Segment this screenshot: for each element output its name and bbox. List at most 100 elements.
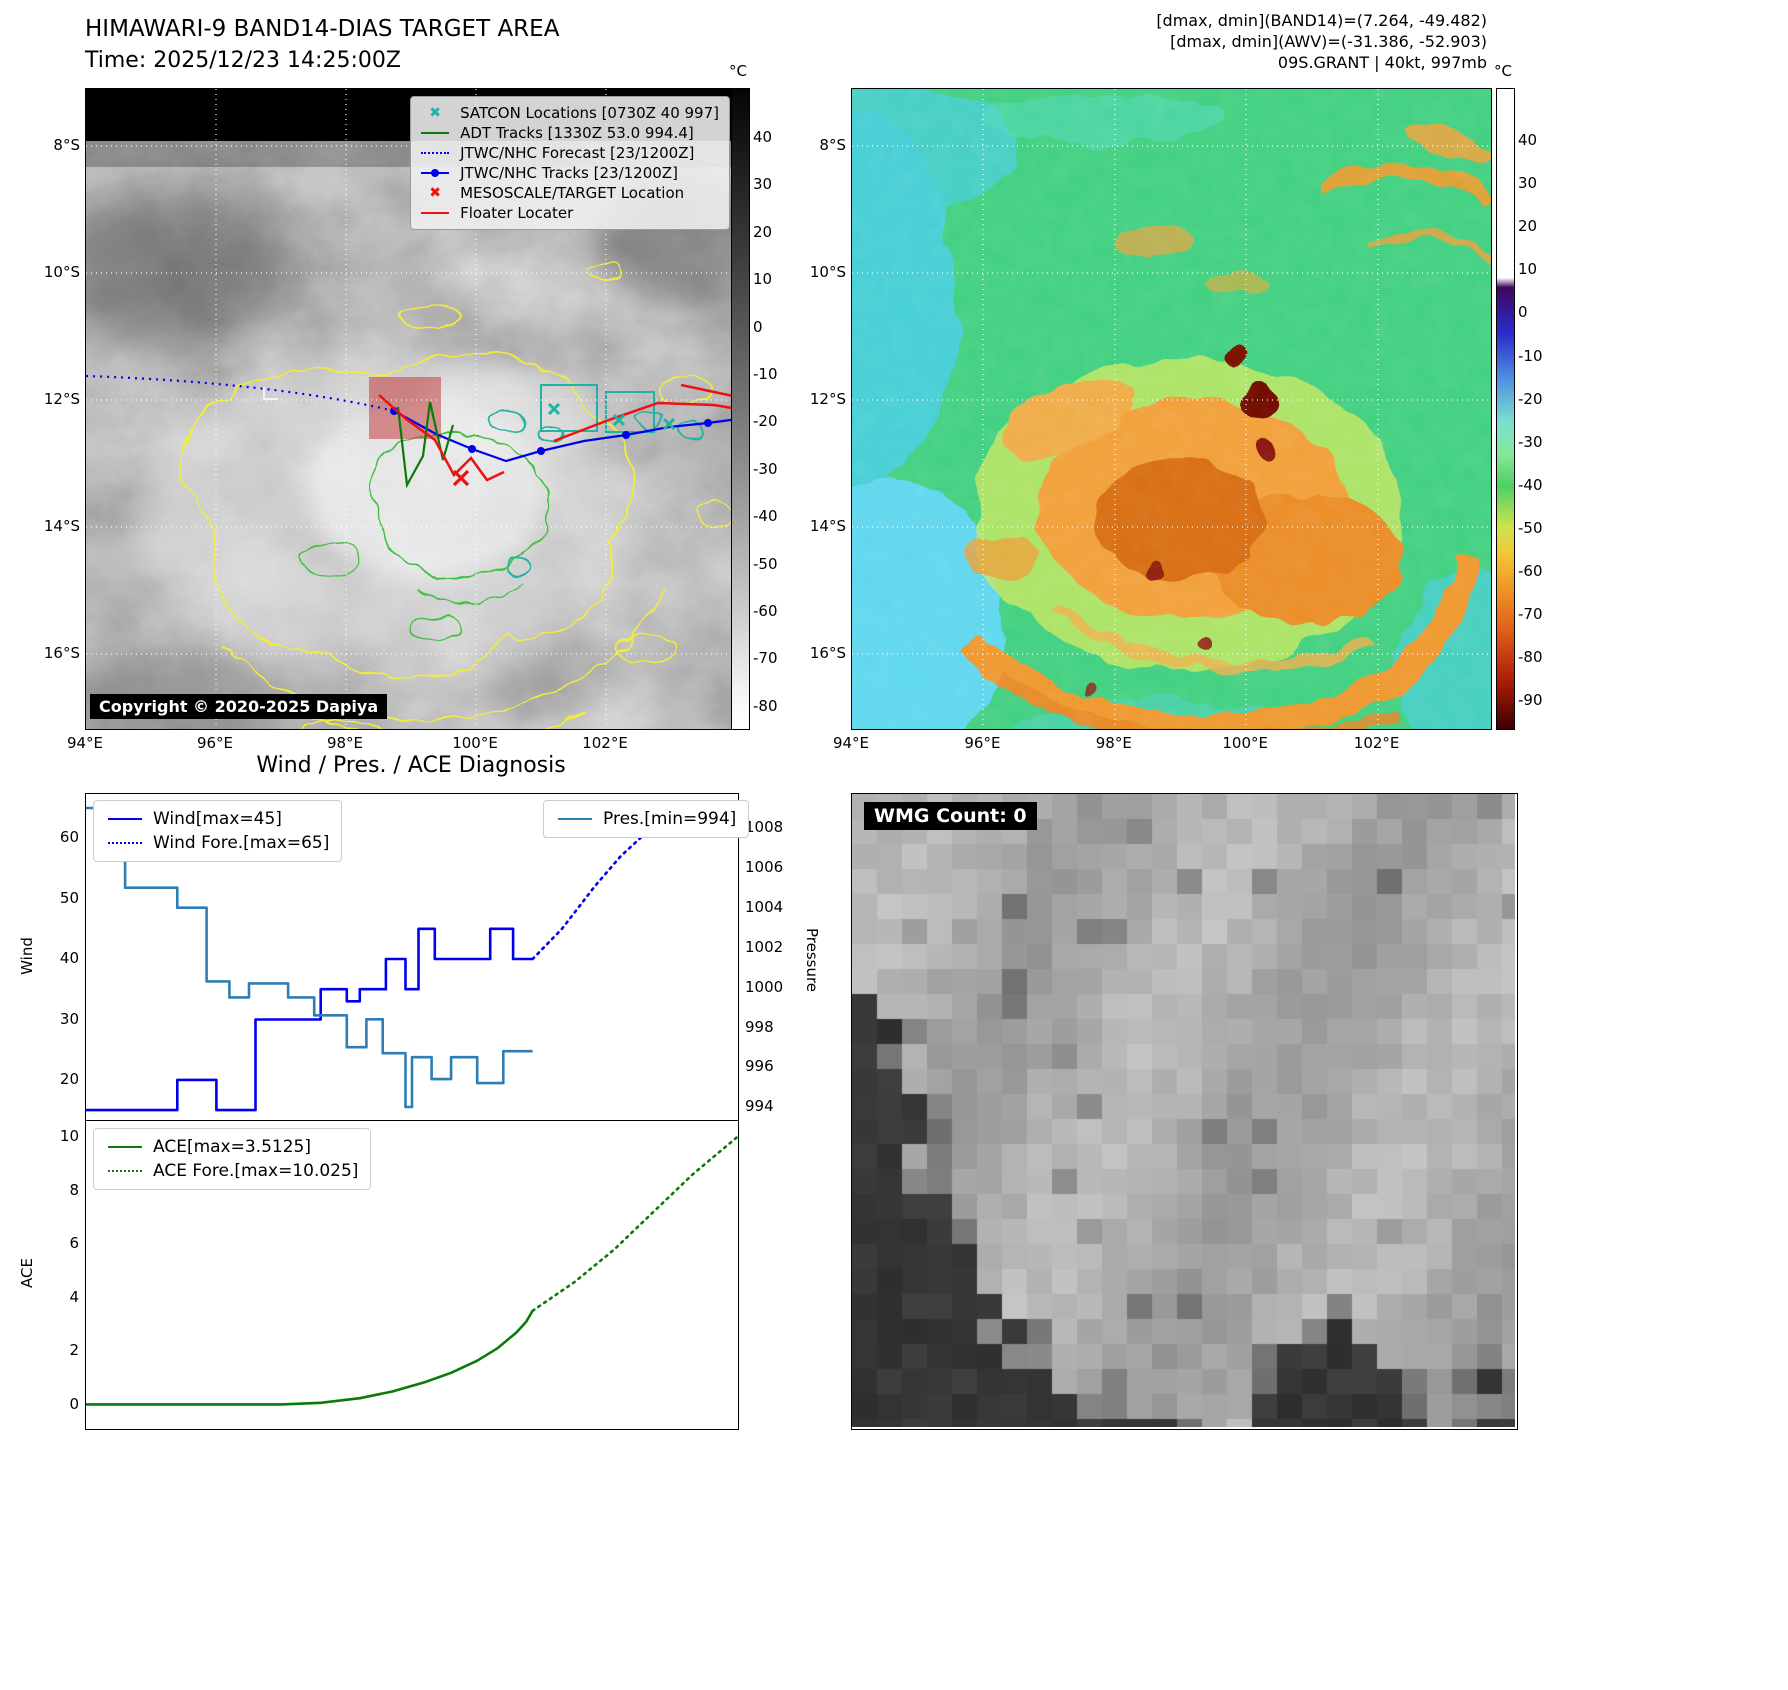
- tick-label: 4: [69, 1287, 79, 1306]
- legend-item-forecast: JTWC/NHC Forecast [23/1200Z]: [419, 143, 719, 163]
- tick-label: 100°E: [1222, 734, 1268, 752]
- legend-line-glyph: [558, 818, 592, 820]
- tick-label: 94°E: [66, 734, 104, 752]
- tick-label: -90: [1518, 691, 1543, 710]
- legend-dot-glyph: [431, 169, 440, 177]
- tick-label: 98°E: [1095, 734, 1132, 752]
- ace-legend: ACE[max=3.5125] ACE Fore.[max=10.025]: [93, 1128, 372, 1190]
- tick-label: 94°E: [832, 734, 870, 752]
- tick-label: 12°S: [809, 390, 846, 408]
- green-contours: [298, 432, 551, 642]
- legend-label: JTWC/NHC Forecast [23/1200Z]: [460, 144, 695, 162]
- tick-label: 0: [69, 1395, 79, 1413]
- tick-label: 50: [59, 888, 79, 907]
- tick-label: -30: [753, 459, 778, 478]
- wind-forecast-dotted-icon: [106, 835, 144, 851]
- ace-line-icon: [106, 1139, 144, 1155]
- legend-label: SATCON Locations [0730Z 40 997]: [460, 104, 719, 122]
- tick-label: 994: [745, 1097, 774, 1116]
- ace-plot: [86, 1135, 738, 1406]
- tick-label: 10: [59, 1127, 79, 1145]
- tick-label: 1004: [745, 897, 784, 916]
- tick-label: -50: [753, 554, 778, 573]
- awv-colorbar-ticks: 40 30 20 10 0 -10 -20 -30 -40 -50 -60 -70 -80 -90: [1518, 88, 1558, 728]
- tick-label: 60: [59, 828, 79, 846]
- tick-label: -40: [1518, 475, 1543, 494]
- tick-label: -40: [753, 507, 778, 526]
- legend-line-glyph: [421, 152, 450, 154]
- tick-label: 100°E: [452, 734, 498, 752]
- jtwc-track: [393, 410, 738, 463]
- tick-label: 6: [69, 1234, 79, 1253]
- tick-label: 10: [1518, 260, 1538, 279]
- forecast-dotted-icon: [419, 145, 451, 161]
- legend-line-glyph: [108, 818, 142, 820]
- legend-item-ace: ACE[max=3.5125]: [106, 1135, 358, 1159]
- tick-label: 8°S: [819, 136, 846, 154]
- tick-label: 8°S: [53, 136, 80, 154]
- pressure-axis-label: Pressure: [803, 927, 821, 993]
- tick-label: 30: [59, 1009, 79, 1028]
- tick-label: 96°E: [964, 734, 1001, 752]
- band14-title: HIMAWARI-9 BAND14-DIAS TARGET AREA: [85, 16, 560, 42]
- tick-label: -10: [753, 365, 778, 383]
- tick-label: 96°E: [196, 734, 234, 752]
- storm-id-intensity: 09S.GRANT | 40kt, 997mb: [1277, 53, 1487, 72]
- legend-line-glyph: [108, 1146, 142, 1148]
- legend-label: Pres.[min=994]: [603, 809, 737, 829]
- latlon-grid: [852, 89, 1491, 729]
- tick-label: -20: [1518, 389, 1543, 408]
- band14-plot: ✖ SATCON Locations [0730Z 40 997] ADT Tr…: [85, 88, 739, 730]
- tick-label: -80: [753, 696, 778, 715]
- legend-label: MESOSCALE/TARGET Location: [460, 184, 685, 202]
- legend-label: JTWC/NHC Tracks [23/1200Z]: [460, 164, 678, 182]
- tick-label: -70: [753, 649, 778, 668]
- tick-label: 10°S: [43, 263, 80, 281]
- tick-label: 102°E: [1353, 734, 1400, 752]
- tick-label: 16°S: [809, 644, 846, 662]
- tick-label: 996: [745, 1057, 774, 1076]
- awv-plot: [851, 88, 1492, 730]
- satcon-x-icon: ✖: [429, 105, 441, 121]
- tick-label: 0: [1518, 303, 1528, 322]
- wind-legend: Wind[max=45] Wind Fore.[max=65]: [93, 800, 343, 862]
- legend-label: ACE[max=3.5125]: [153, 1137, 311, 1157]
- tick-label: 1000: [745, 977, 784, 996]
- band14-colorbar-ticks: 40 30 20 10 0 -10 -20 -30 -40 -50 -60 -70 -80: [753, 88, 793, 728]
- legend-label: ADT Tracks [1330Z 53.0 994.4]: [460, 124, 694, 142]
- tick-label: 14°S: [43, 517, 80, 535]
- ace-axis-label: ACE: [18, 1258, 36, 1288]
- tick-label: 998: [745, 1017, 774, 1036]
- tick-label: 20: [59, 1070, 79, 1088]
- legend-item-pressure: Pres.[min=994]: [556, 807, 736, 831]
- tick-label: 40: [59, 949, 79, 967]
- legend-line-glyph: [108, 1170, 142, 1172]
- tick-label: -60: [753, 602, 778, 620]
- tick-label: 30: [1518, 174, 1538, 193]
- satcon-boxes: [540, 384, 655, 433]
- series-line: [86, 1310, 534, 1406]
- legend-line-glyph: [421, 132, 450, 134]
- mesoscale-target-x-icon: [452, 469, 470, 487]
- adt-track: [396, 401, 455, 489]
- awv-y-axis: 8°S 10°S 12°S 14°S 16°S: [794, 88, 846, 728]
- legend-line-glyph: [108, 842, 142, 844]
- tick-label: 102°E: [582, 734, 628, 752]
- legend-label: Wind Fore.[max=65]: [153, 833, 330, 853]
- pressure-line-icon: [556, 811, 594, 827]
- awv-header: [dmax, dmin](BAND14)=(7.264, -49.482) [d…: [1156, 10, 1487, 73]
- floater-track-3: [680, 383, 738, 399]
- series-line: [531, 1135, 738, 1313]
- tick-label: 16°S: [43, 644, 80, 662]
- tick-label: 40: [753, 128, 773, 146]
- floater-line-icon: [419, 205, 451, 221]
- wmg-image: [852, 794, 1515, 1427]
- tick-label: -70: [1518, 605, 1543, 624]
- tick-label: -10: [1518, 346, 1543, 365]
- series-line: [86, 806, 533, 1109]
- copyright-badge: Copyright © 2020-2025 Dapiya: [90, 694, 388, 719]
- diagnosis-title: Wind / Pres. / ACE Diagnosis: [256, 753, 566, 778]
- wind-axis-label: Wind: [18, 937, 36, 975]
- series-line: [531, 806, 738, 961]
- band14-y-axis: 8°S 10°S 12°S 14°S 16°S: [28, 88, 80, 728]
